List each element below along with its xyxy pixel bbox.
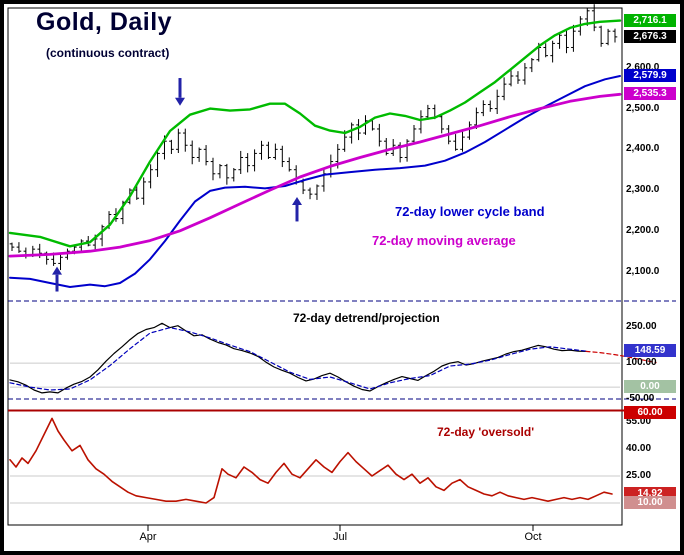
chart-title: Gold, Daily bbox=[36, 8, 173, 36]
chart-subtitle: (continuous contract) bbox=[46, 46, 170, 60]
annotation-moving-average: 72-day moving average bbox=[372, 233, 516, 248]
annotation-oversold: 72-day 'oversold' bbox=[437, 425, 535, 439]
annotation-detrend-projection: 72-day detrend/projection bbox=[293, 311, 440, 325]
annotation-lower-cycle-band: 72-day lower cycle band bbox=[395, 204, 545, 219]
